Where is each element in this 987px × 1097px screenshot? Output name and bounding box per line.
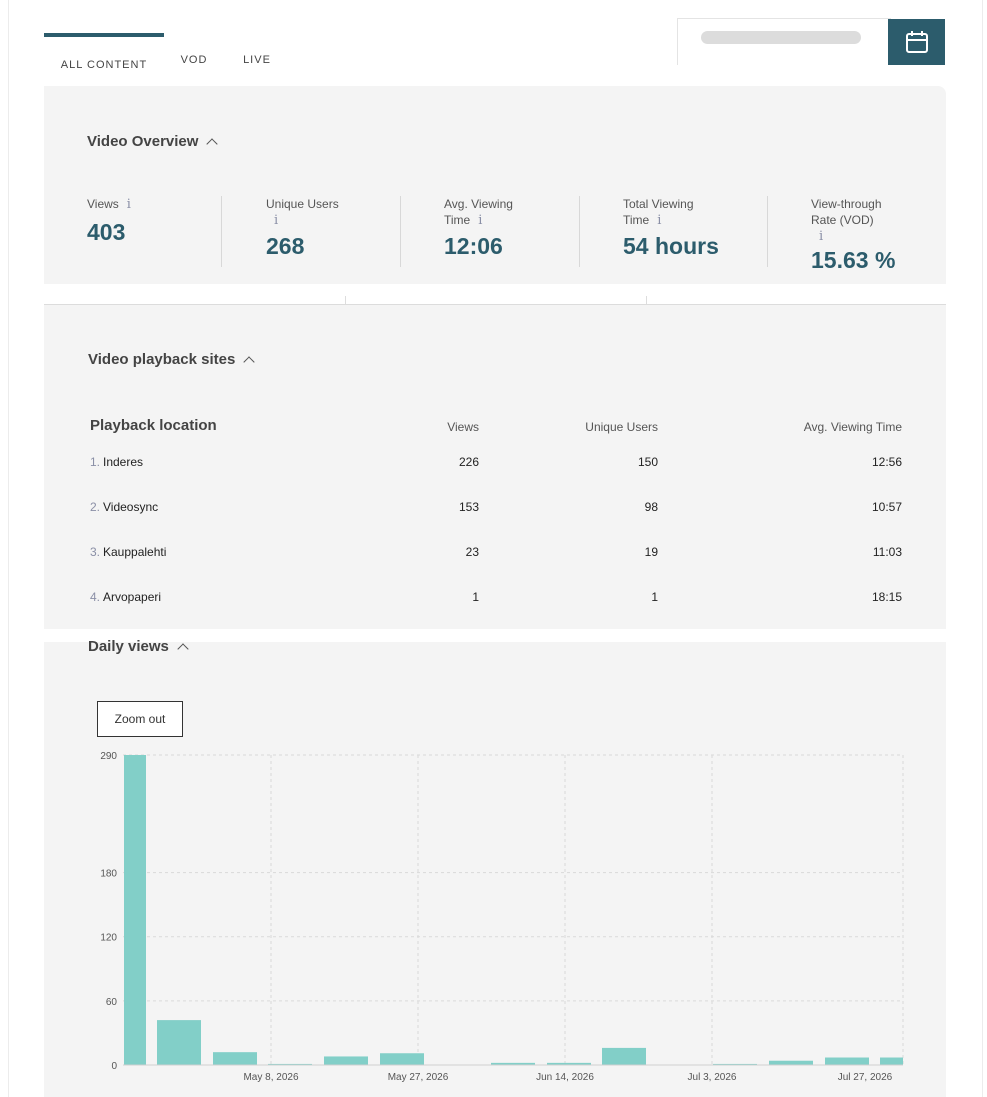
metric-total-viewing-time: Total Viewing Time i 54 hours — [623, 196, 719, 260]
info-icon[interactable]: i — [478, 213, 483, 228]
row-unique-users: 1 — [651, 590, 658, 604]
metric-view-through-rate: View-through Rate (VOD) i 15.63 % — [811, 196, 895, 274]
divider — [44, 284, 946, 304]
row-rank: 4. — [90, 590, 101, 604]
metric-label: Unique Users — [266, 197, 339, 211]
y-tick-label: 180 — [100, 869, 117, 880]
calendar-button[interactable] — [888, 19, 945, 65]
playback-sites-toggle[interactable]: Video playback sites — [88, 351, 255, 368]
y-tick-label: 290 — [100, 751, 117, 762]
row-views: 153 — [458, 500, 479, 514]
row-unique-users: 150 — [637, 455, 658, 469]
metric-label: View-through — [811, 197, 882, 211]
row-location: Arvopaperi — [103, 590, 162, 604]
chart-bar — [124, 755, 146, 1065]
metric-label: Time — [444, 213, 471, 227]
y-tick-label: 0 — [111, 1061, 117, 1072]
tab-live[interactable]: LIVE — [243, 54, 271, 66]
chart-bar — [769, 1060, 813, 1065]
info-icon[interactable]: i — [126, 197, 131, 212]
chart-bar — [880, 1057, 903, 1065]
video-overview-panel — [44, 86, 946, 284]
metric-views: Views i 403 — [87, 196, 131, 246]
y-tick-label: 60 — [106, 997, 118, 1008]
date-range-field[interactable] — [677, 18, 891, 65]
info-icon[interactable]: i — [274, 213, 279, 228]
metric-avg-viewing-time: Avg. Viewing Time i 12:06 — [444, 196, 513, 260]
date-range-placeholder — [701, 31, 861, 44]
zoom-out-button[interactable]: Zoom out — [97, 701, 183, 737]
info-icon[interactable]: i — [657, 213, 662, 228]
metric-value: 15.63 % — [811, 247, 896, 273]
y-tick-label: 120 — [100, 933, 117, 944]
row-rank: 1. — [90, 455, 101, 469]
metric-label: Views — [87, 197, 119, 211]
row-rank: 2. — [90, 500, 101, 514]
chart-bar — [713, 1063, 757, 1065]
metric-label: Avg. Viewing — [444, 197, 513, 211]
row-avg-time: 12:56 — [871, 455, 902, 469]
daily-views-toggle[interactable]: Daily views — [88, 638, 189, 655]
metric-value: 54 hours — [623, 233, 719, 259]
column-header-location: Playback location — [90, 417, 217, 434]
column-header-views: Views — [447, 420, 479, 434]
row-avg-time: 11:03 — [872, 545, 902, 559]
row-unique-users: 19 — [644, 545, 658, 559]
chart-bar — [268, 1063, 312, 1065]
row-location: Inderes — [103, 455, 144, 469]
row-views: 226 — [458, 455, 479, 469]
chart-bar — [324, 1056, 368, 1065]
playback-sites-title: Video playback sites — [88, 351, 236, 368]
x-tick-label: May 8, 2026 — [243, 1072, 298, 1083]
chart-bar — [491, 1062, 535, 1065]
playback-sites-panel — [44, 304, 946, 629]
chart-bar — [602, 1047, 646, 1065]
x-tick-label: Jul 3, 2026 — [688, 1072, 737, 1083]
row-views: 23 — [465, 545, 479, 559]
chart-bar — [380, 1053, 424, 1065]
chart-bar — [547, 1062, 591, 1065]
metric-value: 403 — [87, 219, 126, 245]
row-views: 1 — [472, 590, 479, 604]
metric-value: 12:06 — [444, 233, 503, 259]
video-overview-toggle[interactable]: Video Overview — [87, 133, 219, 150]
chart-bar — [157, 1020, 201, 1065]
row-unique-users: 98 — [644, 500, 658, 514]
x-tick-label: Jun 14, 2026 — [536, 1072, 594, 1083]
info-icon[interactable]: i — [819, 229, 824, 244]
x-tick-label: Jul 27, 2026 — [838, 1072, 893, 1083]
chart-bar — [213, 1052, 257, 1065]
row-rank: 3. — [90, 545, 101, 559]
calendar-icon — [905, 31, 928, 53]
row-location: Videosync — [103, 500, 159, 514]
metric-label: Total Viewing — [623, 197, 694, 211]
metric-label: Rate (VOD) — [811, 213, 874, 227]
metric-value: 268 — [266, 233, 305, 259]
chart-bar — [825, 1057, 869, 1065]
metric-unique-users: Unique Users i 268 — [266, 196, 339, 260]
column-header-unique-users: Unique Users — [585, 420, 658, 434]
tab-all-content[interactable]: ALL CONTENT — [44, 33, 164, 92]
tab-vod[interactable]: VOD — [180, 54, 208, 66]
metric-label: Time — [623, 213, 650, 227]
row-avg-time: 18:15 — [871, 590, 902, 604]
x-tick-label: May 27, 2026 — [388, 1072, 449, 1083]
row-location: Kauppalehti — [103, 545, 167, 559]
column-header-avg-time: Avg. Viewing Time — [803, 420, 902, 434]
video-overview-title: Video Overview — [87, 133, 199, 150]
row-avg-time: 10:57 — [871, 500, 902, 514]
daily-views-title: Daily views — [88, 638, 169, 655]
